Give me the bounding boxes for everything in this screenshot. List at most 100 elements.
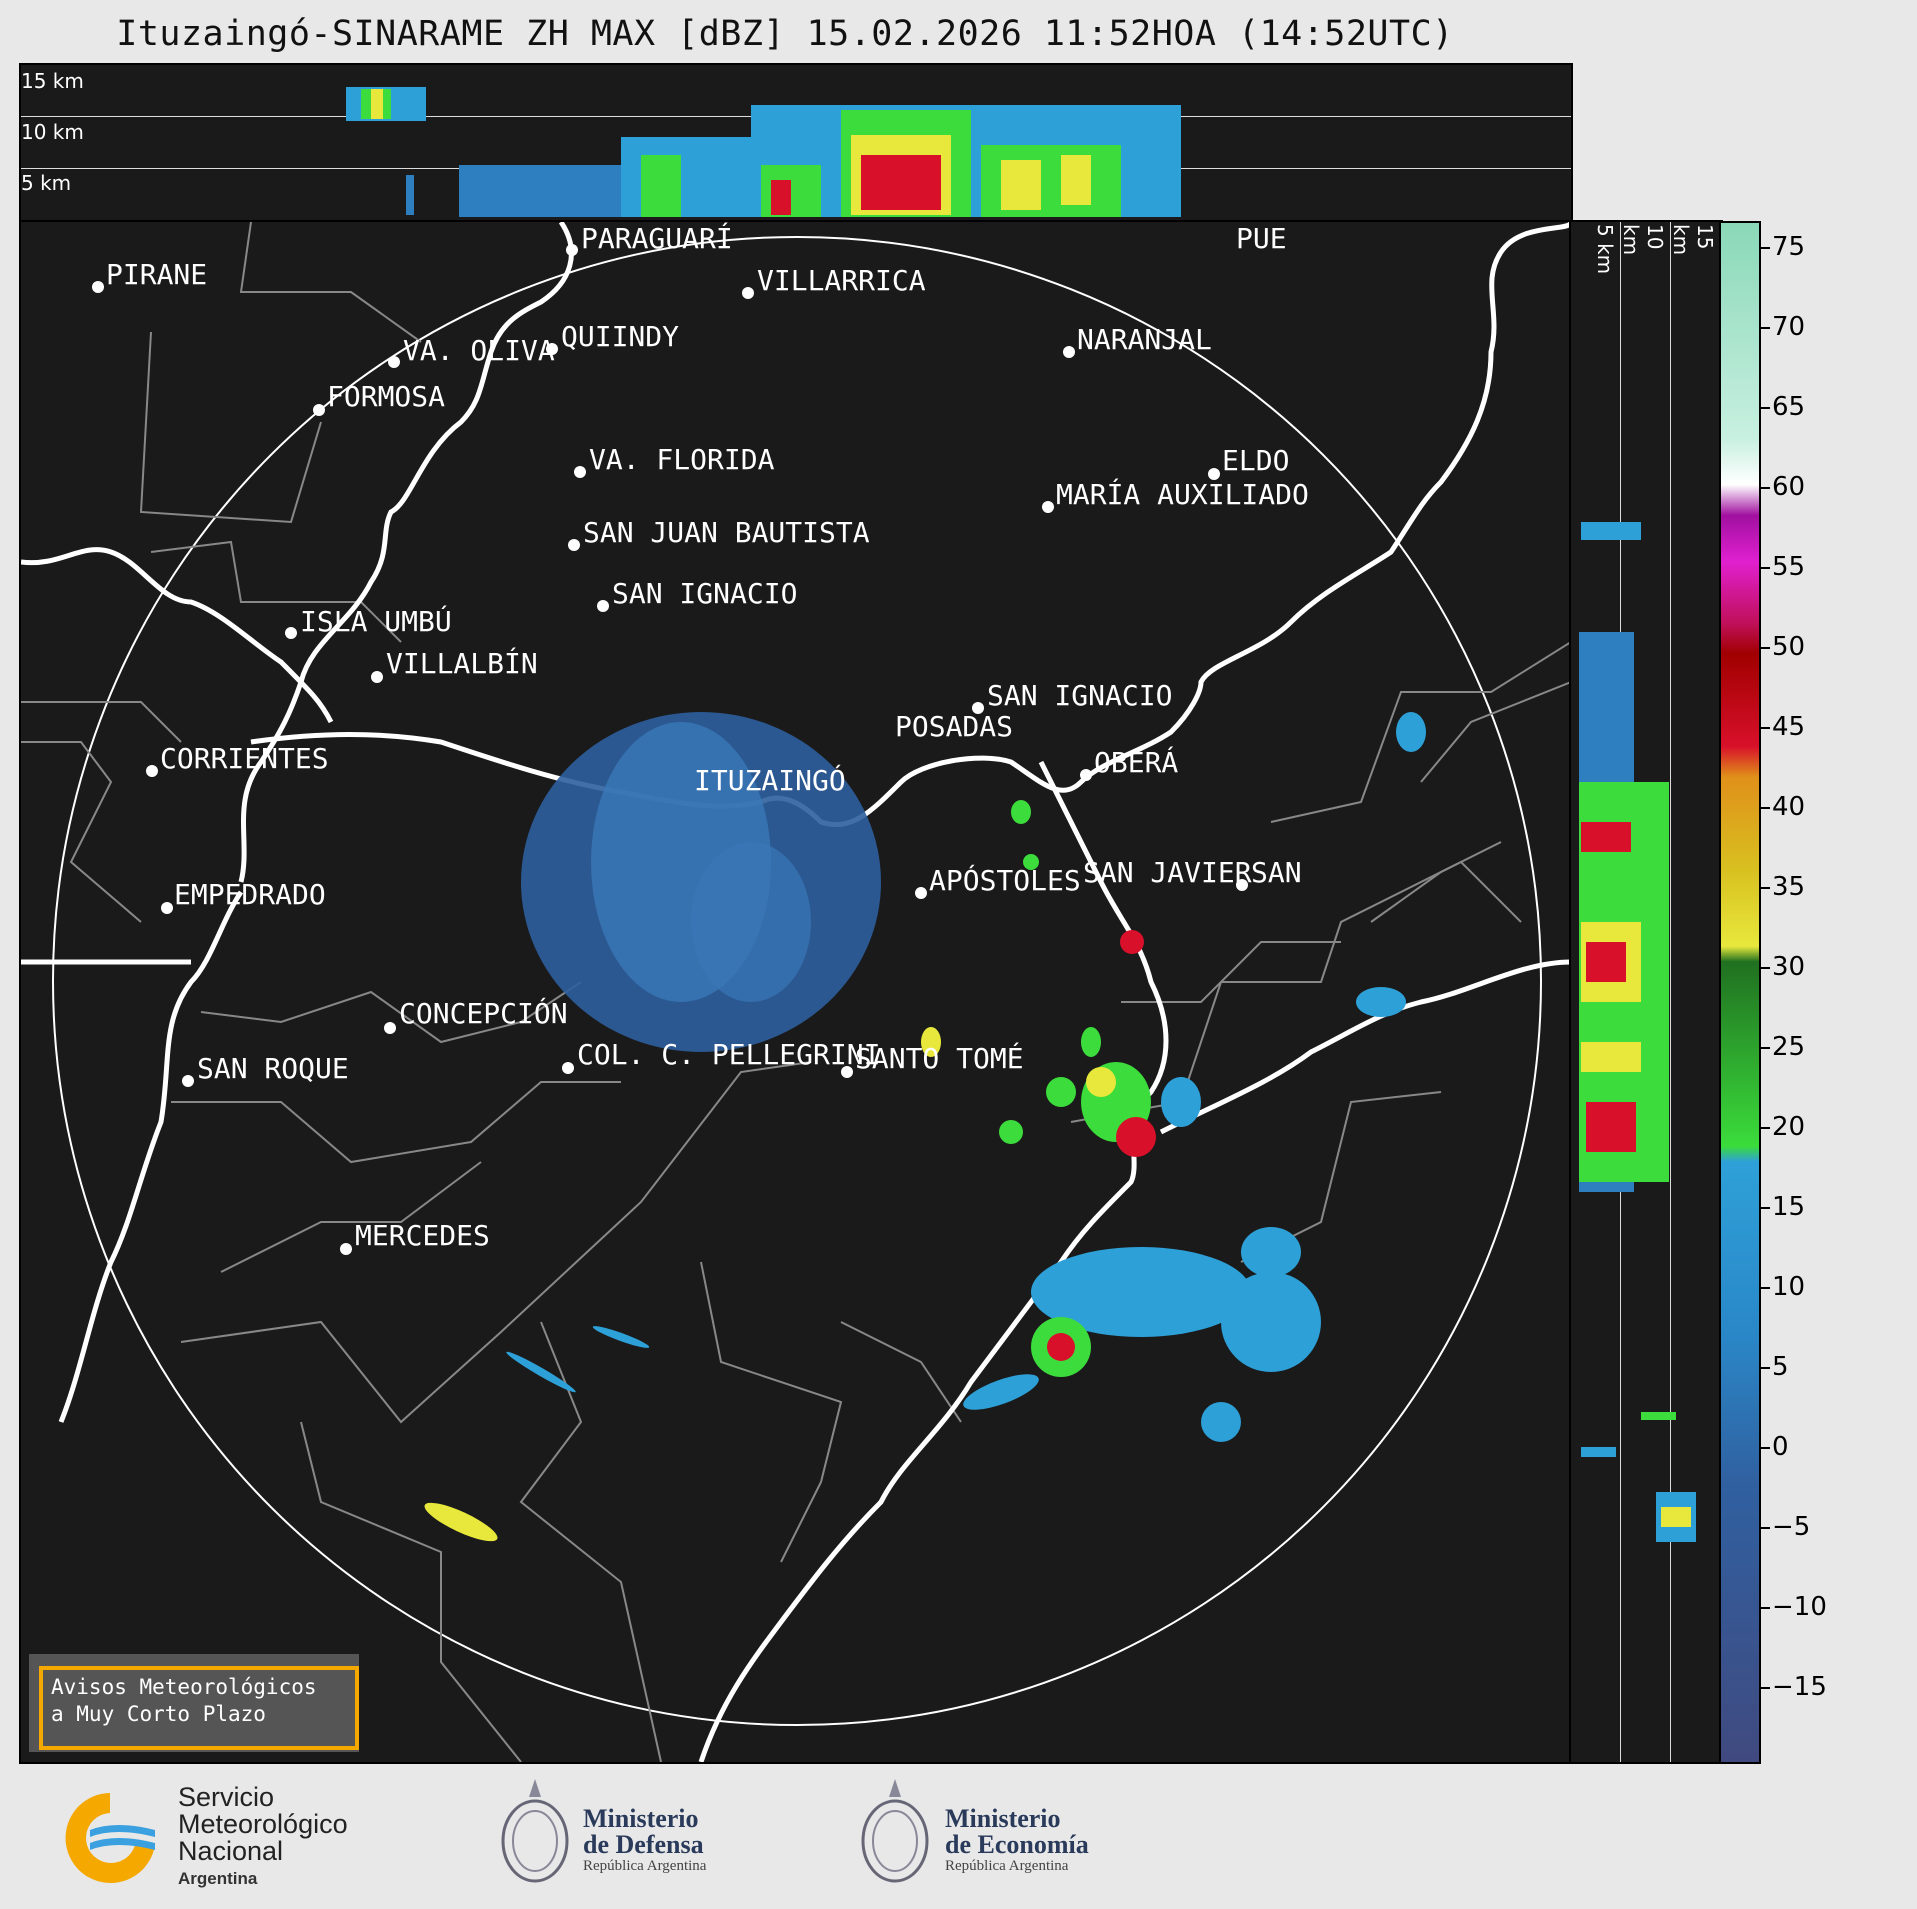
city-marker-va-oliva[interactable] xyxy=(388,356,400,368)
economia-line-1: Ministerio xyxy=(945,1804,1061,1833)
colorbar-tick xyxy=(1760,727,1770,729)
city-label-obera: OBERÁ xyxy=(1094,746,1179,779)
city-marker-isla-umbu[interactable] xyxy=(285,627,297,639)
city-label-san-ignacio-py: SAN IGNACIO xyxy=(612,577,798,610)
colorbar-tick xyxy=(1760,1447,1770,1449)
side-height-profile: 5 km 10 km 15 km xyxy=(1569,220,1723,1764)
colorbar-tick xyxy=(1760,1367,1770,1369)
colorbar-label: 15 xyxy=(1772,1192,1806,1222)
defensa-line-1: Ministerio xyxy=(583,1804,699,1833)
colorbar-tick xyxy=(1760,407,1770,409)
city-marker-concepcion[interactable] xyxy=(384,1022,396,1034)
city-marker-naranjal[interactable] xyxy=(1063,346,1075,358)
smn-logo-icon xyxy=(65,1793,155,1883)
city-marker-eldorado[interactable] xyxy=(1208,468,1220,480)
city-label-isla-umbu: ISLA UMBÚ xyxy=(300,605,452,638)
city-label-concepcion: CONCEPCIÓN xyxy=(399,997,568,1030)
economia-text: Ministerio de Economía República Argenti… xyxy=(945,1806,1089,1875)
city-marker-san-ignacio-py[interactable] xyxy=(597,600,609,612)
colorbar-tick xyxy=(1760,1207,1770,1209)
colorbar-tick xyxy=(1760,887,1770,889)
city-label-naranjal: NARANJAL xyxy=(1077,323,1212,356)
city-marker-mercedes[interactable] xyxy=(340,1243,352,1255)
city-marker-san-roque[interactable] xyxy=(182,1075,194,1087)
city-label-ituzaingo: ITUZAINGÓ xyxy=(694,764,846,797)
colorbar-label: 50 xyxy=(1772,632,1806,662)
city-marker-pirane[interactable] xyxy=(92,281,104,293)
colorbar-tick xyxy=(1760,807,1770,809)
city-label-san-ignacio-ar: SAN IGNACIO xyxy=(987,679,1173,712)
city-marker-col-pellegrini[interactable] xyxy=(562,1062,574,1074)
colorbar-tick xyxy=(1760,1287,1770,1289)
city-marker-formosa[interactable] xyxy=(313,404,325,416)
top-height-profile: 15 km 10 km 5 km xyxy=(19,63,1573,222)
height-label-5km: 5 km xyxy=(21,171,72,195)
smn-line-2: Meteorológico xyxy=(178,1809,348,1839)
city-label-va-oliva: VA. OLIVA xyxy=(403,334,555,367)
city-label-formosa: FORMOSA xyxy=(327,380,446,413)
colorbar-label: −15 xyxy=(1772,1672,1827,1702)
city-marker-paraguari[interactable] xyxy=(566,244,578,256)
colorbar-label: 40 xyxy=(1772,792,1806,822)
colorbar-tick xyxy=(1760,1607,1770,1609)
height-line-side-10km xyxy=(1670,222,1671,1762)
colorbar-tick xyxy=(1760,567,1770,569)
colorbar-tick xyxy=(1760,487,1770,489)
colorbar-label: 5 xyxy=(1772,1352,1789,1382)
colorbar-tick xyxy=(1760,1527,1770,1529)
notice-frame[interactable]: Avisos Meteorológicos a Muy Corto Plazo xyxy=(39,1666,359,1750)
city-label-santo-tome: SANTO TOMÉ xyxy=(855,1042,1024,1075)
radar-range-ring xyxy=(52,236,1542,1726)
city-marker-apostoles[interactable] xyxy=(915,887,927,899)
notice-line-2: a Muy Corto Plazo xyxy=(51,1702,266,1726)
city-marker-san-edge[interactable] xyxy=(1236,879,1248,891)
page-title: Ituzaingó-SINARAME ZH MAX [dBZ] 15.02.20… xyxy=(116,14,1454,54)
city-label-mercedes: MERCEDES xyxy=(355,1219,490,1252)
notice-box[interactable]: Avisos Meteorológicos a Muy Corto Plazo xyxy=(29,1654,359,1752)
colorbar-label: 25 xyxy=(1772,1032,1806,1062)
side-echo-profile xyxy=(1579,522,1696,1542)
colorbar-label: 30 xyxy=(1772,952,1806,982)
city-label-eldorado: ELDO xyxy=(1222,444,1290,477)
colorbar-tick xyxy=(1760,647,1770,649)
height-label-15km: 15 km xyxy=(21,69,84,93)
city-marker-obera[interactable] xyxy=(1080,769,1092,781)
city-marker-corrientes[interactable] xyxy=(146,765,158,777)
top-echo-profile xyxy=(346,87,1181,217)
city-marker-quiindy[interactable] xyxy=(546,343,558,355)
defensa-line-3: República Argentina xyxy=(583,1858,707,1874)
smn-line-3: Nacional xyxy=(178,1836,284,1866)
smn-line-1: Servicio xyxy=(178,1782,275,1812)
defensa-seal-icon xyxy=(501,1779,569,1883)
city-marker-san-juan-bautista[interactable] xyxy=(568,539,580,551)
colorbar-label: −5 xyxy=(1772,1512,1811,1542)
city-label-corrientes: CORRIENTES xyxy=(160,742,329,775)
radar-map[interactable]: PIRANE PARAGUARÍ VILLARRICA QUIINDY VA. … xyxy=(19,220,1573,1764)
colorbar-tick xyxy=(1760,1047,1770,1049)
colorbar-tick xyxy=(1760,1687,1770,1689)
city-label-san-roque: SAN ROQUE xyxy=(197,1052,349,1085)
city-marker-santo-tome[interactable] xyxy=(841,1066,853,1078)
economia-seal-icon xyxy=(861,1779,929,1883)
city-marker-villarrica[interactable] xyxy=(742,287,754,299)
colorbar-tick xyxy=(1760,327,1770,329)
city-label-va-florida: VA. FLORIDA xyxy=(589,443,775,476)
city-marker-villalbin[interactable] xyxy=(371,671,383,683)
colorbar-label: 10 xyxy=(1772,1272,1806,1302)
notice-line-1: Avisos Meteorológicos xyxy=(51,1675,317,1699)
colorbar xyxy=(1719,221,1761,1764)
city-label-san-javier: SAN JAVIER xyxy=(1083,856,1252,889)
colorbar-label: −10 xyxy=(1772,1592,1827,1622)
city-marker-maria-auxiliadora[interactable] xyxy=(1042,501,1054,513)
colorbar-label: 55 xyxy=(1772,552,1806,582)
city-marker-va-florida[interactable] xyxy=(574,466,586,478)
city-label-quiindy: QUIINDY xyxy=(561,320,680,353)
defensa-line-2: de Defensa xyxy=(583,1830,704,1859)
colorbar-tick xyxy=(1760,247,1770,249)
city-marker-empedrado[interactable] xyxy=(161,902,173,914)
smn-line-4: Argentina xyxy=(178,1869,258,1888)
height-label-10km: 10 km xyxy=(21,120,84,144)
city-marker-san-ignacio-ar[interactable] xyxy=(972,702,984,714)
colorbar-label: 60 xyxy=(1772,472,1806,502)
colorbar-tick xyxy=(1760,1127,1770,1129)
